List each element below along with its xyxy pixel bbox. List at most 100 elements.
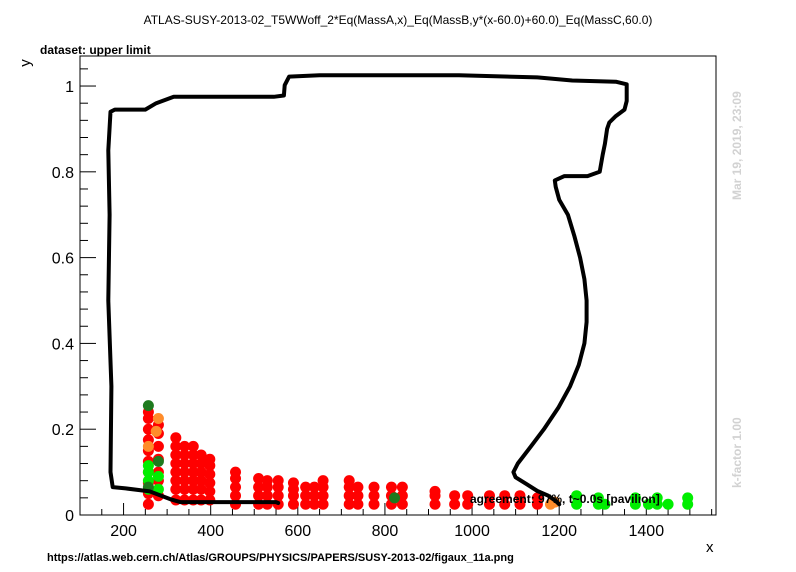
data-point-allowed (571, 498, 583, 510)
data-point-excluded (352, 490, 364, 502)
data-point-excluded (170, 475, 182, 487)
data-point-excluded (531, 492, 543, 504)
data-point-excluded (368, 498, 380, 510)
data-point-allowed-border (389, 492, 401, 504)
data-point-excluded (396, 498, 408, 510)
y-tick-label: 0.4 (52, 336, 74, 353)
data-point-excluded (170, 432, 182, 444)
data-point-excluded (230, 481, 242, 493)
data-point-excluded (142, 498, 154, 510)
data-point-excluded (317, 475, 329, 487)
x-tick-label: 800 (372, 523, 399, 540)
data-point-excluded (204, 468, 216, 480)
data-point-allowed (662, 498, 674, 510)
data-point-excluded (300, 490, 312, 502)
data-point-excluded (253, 490, 265, 502)
data-points (142, 400, 694, 510)
data-point-excluded (187, 483, 199, 495)
kfactor-label: k-factor 1.00 (730, 417, 744, 488)
x-tick-label: 400 (197, 523, 224, 540)
data-point-excluded (287, 477, 299, 489)
data-point-excluded (195, 449, 207, 461)
data-point-excluded (170, 458, 182, 470)
agreement-label: agreement: 97%, t~0.0s [pavilion] (470, 492, 660, 506)
data-point-excluded (514, 490, 526, 502)
data-point-excluded (261, 475, 273, 487)
source-url: https://atlas.web.cern.ch/Atlas/GROUPS/P… (47, 552, 514, 564)
data-point-excluded (195, 466, 207, 478)
data-point-excluded-border (142, 440, 154, 452)
data-point-allowed (651, 492, 663, 504)
data-point-excluded (253, 481, 265, 493)
data-point-excluded (308, 498, 320, 510)
data-point-excluded (170, 449, 182, 461)
data-point-allowed-border (152, 455, 164, 467)
data-point-allowed (152, 470, 164, 482)
y-tick-label: 0 (65, 508, 74, 525)
data-point-excluded (287, 498, 299, 510)
data-point-excluded (204, 453, 216, 465)
data-point-excluded (187, 440, 199, 452)
dataset-label: dataset: upper limit (40, 43, 151, 57)
x-tick-label: 200 (110, 523, 137, 540)
data-point-excluded (368, 481, 380, 493)
data-point-excluded (429, 498, 441, 510)
data-point-allowed (629, 492, 641, 504)
data-point-excluded (272, 475, 284, 487)
data-point-excluded (514, 498, 526, 510)
data-point-excluded (462, 490, 474, 502)
data-point-excluded (195, 458, 207, 470)
data-point-excluded (179, 449, 191, 461)
data-point-excluded (352, 481, 364, 493)
data-point-allowed (142, 460, 154, 472)
data-point-excluded (179, 483, 191, 495)
x-axis: 200 400 600 800 1000 1200 1400 (79, 503, 713, 540)
plot-frame (79, 55, 717, 516)
data-point-excluded (499, 498, 511, 510)
data-point-excluded (300, 498, 312, 510)
data-point-excluded (187, 466, 199, 478)
data-point-excluded (195, 475, 207, 487)
x-tick-label: 600 (284, 523, 311, 540)
data-point-excluded (230, 490, 242, 502)
timestamp-label: Mar 19, 2019, 23:09 (730, 91, 744, 200)
data-point-excluded (187, 449, 199, 461)
data-point-excluded (429, 485, 441, 497)
exclusion-contour (106, 73, 629, 507)
y-tick-label: 0.2 (52, 422, 74, 439)
data-point-excluded (308, 481, 320, 493)
data-point-excluded (343, 498, 355, 510)
chart-title: ATLAS-SUSY-2013-02_T5WWoff_2*Eq(MassA,x)… (144, 13, 653, 27)
y-axis-label: y (17, 59, 34, 67)
y-axis: 0 0.2 0.4 0.6 0.8 1 (52, 68, 96, 525)
data-point-excluded (170, 466, 182, 478)
data-point-excluded (179, 440, 191, 452)
data-point-excluded (385, 481, 397, 493)
x-tick-label: 1200 (541, 523, 577, 540)
data-point-excluded (352, 498, 364, 510)
data-point-excluded (449, 490, 461, 502)
data-point-excluded (179, 466, 191, 478)
data-point-excluded (317, 490, 329, 502)
data-point-excluded (343, 475, 355, 487)
y-tick-label: 1 (65, 79, 74, 96)
y-tick-label: 0.6 (52, 251, 74, 268)
data-point-excluded (449, 498, 461, 510)
data-point-excluded (253, 473, 265, 485)
data-point-excluded (343, 490, 355, 502)
data-point-excluded (396, 481, 408, 493)
data-point-excluded (317, 498, 329, 510)
data-point-excluded (170, 483, 182, 495)
data-point-excluded (462, 498, 474, 510)
data-point-excluded (179, 475, 191, 487)
y-tick-label: 0.8 (52, 165, 74, 182)
data-point-allowed (599, 498, 611, 510)
data-point-allowed (642, 498, 654, 510)
data-point-excluded-border (152, 412, 164, 424)
data-point-excluded (187, 475, 199, 487)
data-point-excluded (300, 481, 312, 493)
data-point-excluded (368, 490, 380, 502)
data-point-excluded (204, 485, 216, 497)
data-point-allowed (682, 492, 694, 504)
